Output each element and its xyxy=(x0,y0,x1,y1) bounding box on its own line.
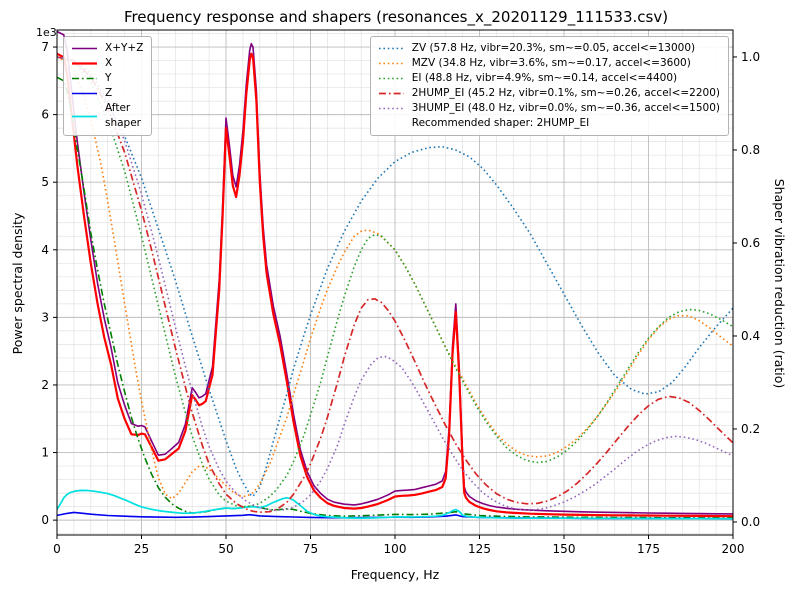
legend-item-z: Z xyxy=(71,86,143,101)
legend-item-ei: EI (48.8 Hz, vibr=4.9%, sm~=0.14, accel<… xyxy=(378,71,720,86)
legend-line-sample xyxy=(72,92,97,95)
y-right-tick-label: 0.6 xyxy=(741,236,760,250)
y-left-tick-label: 2 xyxy=(41,378,49,392)
series-3hump-ei xyxy=(57,56,733,512)
x-tick-label: 175 xyxy=(637,542,660,556)
y-left-tick-label: 4 xyxy=(41,243,49,257)
legend-line-sample xyxy=(378,107,404,110)
legend-line-sample xyxy=(72,62,97,65)
legend-line-sample xyxy=(378,77,404,80)
x-tick-label: 200 xyxy=(722,542,745,556)
legend-label-mzv: MZV (34.8 Hz, vibr=3.6%, sm~=0.17, accel… xyxy=(411,57,691,69)
legend-label-y: Y xyxy=(105,72,112,84)
y-right-tick-label: 0.4 xyxy=(741,329,760,343)
legend-item-mzv: MZV (34.8 Hz, vibr=3.6%, sm~=0.17, accel… xyxy=(378,56,720,71)
y-left-tick-label: 6 xyxy=(41,108,49,122)
y-left-tick-label: 5 xyxy=(41,175,49,189)
legend-line-sample xyxy=(72,47,97,50)
y-right-tick-label: 0.2 xyxy=(741,422,760,436)
legend-item-y: Y xyxy=(71,71,143,86)
legend-recommended-shaper: Recommended shaper: 2HUMP_EI xyxy=(411,117,590,129)
y-right-tick-label: 0.0 xyxy=(741,515,760,529)
y-axis-right-label: Shaper vibration reduction (ratio) xyxy=(772,178,787,389)
chart-title: Frequency response and shapers (resonanc… xyxy=(123,8,669,26)
series-x-y-z xyxy=(57,30,733,515)
legend-line-sample xyxy=(378,47,404,50)
legend-item-after-shaper: After shaper xyxy=(71,101,143,131)
x-tick-label: 125 xyxy=(468,542,491,556)
legend-label-ei: EI (48.8 Hz, vibr=4.9%, sm~=0.14, accel<… xyxy=(411,72,678,84)
series-2hump-ei xyxy=(57,56,733,514)
x-tick-label: 100 xyxy=(384,542,407,556)
x-tick-label: 0 xyxy=(53,542,61,556)
x-tick-label: 50 xyxy=(218,542,233,556)
y-left-tick-label: 1 xyxy=(41,446,49,460)
legend-item-x: X xyxy=(71,56,143,71)
legend-label-x: X xyxy=(105,57,113,69)
legend-line-sample xyxy=(72,115,97,117)
legend-label-z: Z xyxy=(105,87,113,99)
legend-label-3hump-ei: 3HUMP_EI (48.0 Hz, vibr=0.0%, sm~=0.36, … xyxy=(411,102,720,114)
y-right-tick-label: 0.8 xyxy=(741,143,760,157)
legend-label-after-shaper: After shaper xyxy=(105,102,142,129)
legend-label-zv: ZV (57.8 Hz, vibr=20.3%, sm~=0.05, accel… xyxy=(411,42,696,54)
series-ei xyxy=(57,56,733,508)
series-group xyxy=(57,30,733,520)
y-axis-offset-label: 1e3 xyxy=(36,26,57,39)
x-tick-label: 25 xyxy=(134,542,149,556)
tick-labels: 0 25 50 75 100 125 150 175 200 0 1 2 3 4 5 6 7 0.0 0.2 0.4 0… xyxy=(41,40,760,556)
series-after-shaper xyxy=(57,489,733,520)
y-left-tick-label: 0 xyxy=(41,513,49,527)
legend-item-zv: ZV (57.8 Hz, vibr=20.3%, sm~=0.05, accel… xyxy=(378,41,720,56)
legend-label-x-y-z: X+Y+Z xyxy=(105,42,144,54)
series-mzv xyxy=(57,56,733,500)
x-tick-label: 150 xyxy=(553,542,576,556)
legend-line-sample xyxy=(378,92,404,95)
series-x xyxy=(57,52,733,518)
legend-item-3hump-ei: 3HUMP_EI (48.0 Hz, vibr=0.0%, sm~=0.36, … xyxy=(378,101,720,116)
legend-line-sample xyxy=(378,62,404,65)
legend-label-2hump-ei: 2HUMP_EI (45.2 Hz, vibr=0.1%, sm~=0.26, … xyxy=(411,87,720,99)
legend-item-2hump-ei: 2HUMP_EI (45.2 Hz, vibr=0.1%, sm~=0.26, … xyxy=(378,86,720,101)
legend-line-sample xyxy=(72,77,97,80)
y-left-tick-label: 7 xyxy=(41,40,49,54)
x-tick-label: 75 xyxy=(303,542,318,556)
legend-item-x-y-z: X+Y+Z xyxy=(71,41,143,56)
y-left-tick-label: 3 xyxy=(41,310,49,324)
y-right-tick-label: 1.0 xyxy=(741,50,760,64)
x-axis-label: Frequency, Hz xyxy=(350,567,440,582)
y-axis-left-label: Power spectral density xyxy=(10,212,25,355)
legend-psd: X+Y+Z X Y Z After shaper xyxy=(63,36,153,136)
legend-shapers: ZV (57.8 Hz, vibr=20.3%, sm~=0.05, accel… xyxy=(369,36,729,136)
